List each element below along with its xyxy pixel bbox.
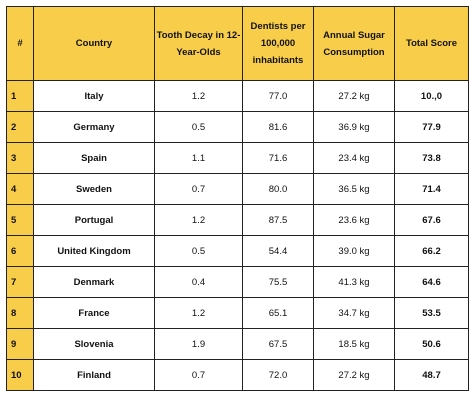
tooth-decay-cell: 1.1	[154, 142, 243, 174]
header-dentists: Dentists per 100,000 inhabitants	[242, 6, 314, 81]
table-row: 1 Italy 1.2 77.0 27.2 kg 10.,0	[6, 80, 469, 112]
total-score-cell: 50.6	[394, 328, 469, 360]
table-row: 10 Finland 0.7 72.0 27.2 kg 48.7	[6, 359, 469, 391]
sugar-cell: 27.2 kg	[313, 80, 395, 112]
dentists-cell: 81.6	[242, 111, 314, 143]
total-score-cell: 77.9	[394, 111, 469, 143]
country-cell: Spain	[33, 142, 155, 174]
sugar-cell: 39.0 kg	[313, 235, 395, 267]
country-cell: Germany	[33, 111, 155, 143]
header-country: Country	[33, 6, 155, 81]
tooth-decay-cell: 0.5	[154, 111, 243, 143]
table-row: 8 France 1.2 65.1 34.7 kg 53.5	[6, 297, 469, 329]
total-score-cell: 71.4	[394, 173, 469, 205]
total-score-cell: 10.,0	[394, 80, 469, 112]
dentists-cell: 72.0	[242, 359, 314, 391]
total-score-cell: 64.6	[394, 266, 469, 298]
table-row: 2 Germany 0.5 81.6 36.9 kg 77.9	[6, 111, 469, 143]
total-score-cell: 66.2	[394, 235, 469, 267]
dentists-cell: 65.1	[242, 297, 314, 329]
rank-cell: 6	[6, 235, 34, 267]
rank-cell: 1	[6, 80, 34, 112]
table-row: 6 United Kingdom 0.5 54.4 39.0 kg 66.2	[6, 235, 469, 267]
sugar-cell: 23.4 kg	[313, 142, 395, 174]
tooth-decay-cell: 0.4	[154, 266, 243, 298]
country-cell: Finland	[33, 359, 155, 391]
tooth-decay-cell: 1.2	[154, 80, 243, 112]
dentists-cell: 71.6	[242, 142, 314, 174]
total-score-cell: 53.5	[394, 297, 469, 329]
country-cell: Portugal	[33, 204, 155, 236]
rank-cell: 8	[6, 297, 34, 329]
sugar-cell: 23.6 kg	[313, 204, 395, 236]
rank-cell: 9	[6, 328, 34, 360]
country-cell: Italy	[33, 80, 155, 112]
sugar-cell: 36.5 kg	[313, 173, 395, 205]
country-cell: Denmark	[33, 266, 155, 298]
rank-cell: 4	[6, 173, 34, 205]
rank-cell: 2	[6, 111, 34, 143]
table-row: 9 Slovenia 1.9 67.5 18.5 kg 50.6	[6, 328, 469, 360]
dentists-cell: 75.5	[242, 266, 314, 298]
table-row: 3 Spain 1.1 71.6 23.4 kg 73.8	[6, 142, 469, 174]
rank-cell: 10	[6, 359, 34, 391]
ranking-table-container: # Country Tooth Decay in 12-Year-Olds De…	[6, 6, 469, 391]
sugar-cell: 18.5 kg	[313, 328, 395, 360]
table-body: 1 Italy 1.2 77.0 27.2 kg 10.,0 2 Germany 0.5 81.6…	[6, 80, 469, 391]
rank-cell: 3	[6, 142, 34, 174]
tooth-decay-cell: 0.5	[154, 235, 243, 267]
country-cell: France	[33, 297, 155, 329]
dentists-cell: 54.4	[242, 235, 314, 267]
dentists-cell: 77.0	[242, 80, 314, 112]
sugar-cell: 34.7 kg	[313, 297, 395, 329]
total-score-cell: 67.6	[394, 204, 469, 236]
rank-cell: 7	[6, 266, 34, 298]
dentists-cell: 80.0	[242, 173, 314, 205]
dentists-cell: 87.5	[242, 204, 314, 236]
header-tooth-decay: Tooth Decay in 12-Year-Olds	[154, 6, 243, 81]
table-row: 7 Denmark 0.4 75.5 41.3 kg 64.6	[6, 266, 469, 298]
sugar-cell: 27.2 kg	[313, 359, 395, 391]
table-header-row: # Country Tooth Decay in 12-Year-Olds De…	[6, 6, 469, 81]
sugar-cell: 41.3 kg	[313, 266, 395, 298]
sugar-cell: 36.9 kg	[313, 111, 395, 143]
tooth-decay-cell: 1.2	[154, 297, 243, 329]
table-row: 4 Sweden 0.7 80.0 36.5 kg 71.4	[6, 173, 469, 205]
header-sugar: Annual Sugar Consumption	[313, 6, 395, 81]
table-row: 5 Portugal 1.2 87.5 23.6 kg 67.6	[6, 204, 469, 236]
rank-cell: 5	[6, 204, 34, 236]
tooth-decay-cell: 1.9	[154, 328, 243, 360]
tooth-decay-cell: 0.7	[154, 173, 243, 205]
header-rank: #	[6, 6, 34, 81]
header-total-score: Total Score	[394, 6, 469, 81]
country-cell: Slovenia	[33, 328, 155, 360]
tooth-decay-cell: 0.7	[154, 359, 243, 391]
total-score-cell: 48.7	[394, 359, 469, 391]
dental-health-ranking-table: # Country Tooth Decay in 12-Year-Olds De…	[6, 6, 469, 391]
total-score-cell: 73.8	[394, 142, 469, 174]
country-cell: Sweden	[33, 173, 155, 205]
dentists-cell: 67.5	[242, 328, 314, 360]
country-cell: United Kingdom	[33, 235, 155, 267]
tooth-decay-cell: 1.2	[154, 204, 243, 236]
